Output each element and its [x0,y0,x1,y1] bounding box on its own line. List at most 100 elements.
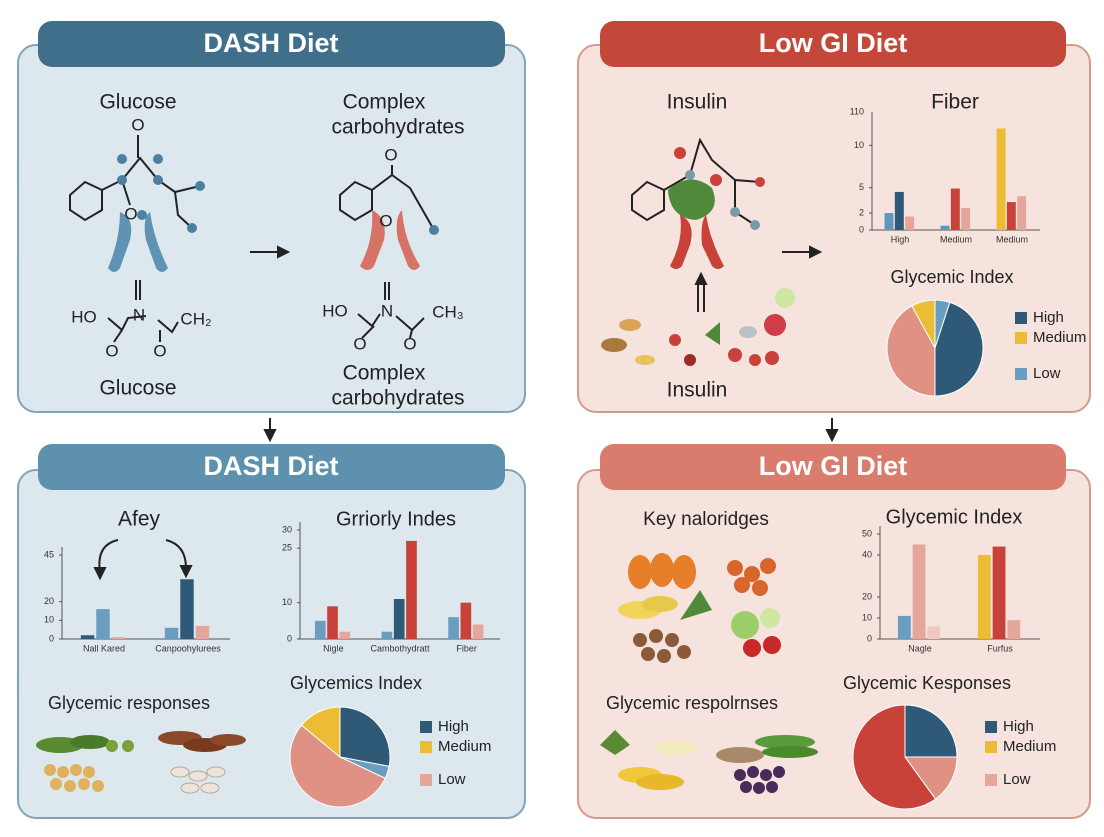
y-tick-label: 40 [862,549,872,559]
label: Complex [343,362,426,385]
legend-label: High [1033,309,1064,326]
pie-slice [911,299,936,349]
y-tick-label: 0 [867,633,872,643]
label: Glucose [99,91,176,114]
bar [905,216,915,230]
food-illustration [36,731,246,794]
bar [1006,202,1016,230]
y-tick-label: 10 [44,615,54,625]
legend-label: Medium [1033,329,1086,346]
x-tick-label: Nigle [323,643,344,653]
y-tick-label: 25 [282,543,292,553]
bar [961,208,971,230]
header [38,21,505,67]
bar [327,606,338,639]
bar [180,579,194,639]
legend-swatch [1015,332,1027,344]
legend-label: Low [1033,365,1061,382]
bar [1017,196,1027,230]
pie-slice [339,706,391,767]
bar [195,625,210,639]
bar [950,188,960,230]
bar [996,128,1006,230]
insulin-illustration [601,137,795,366]
chem-label: CH₃ [432,302,463,321]
x-tick-label: Nall Kared [83,643,125,653]
panel [17,44,526,413]
y-tick-label: 0 [49,633,54,643]
legend-swatch [1015,312,1027,324]
bar [897,615,911,639]
y-tick-label: 5 [859,182,864,192]
header-title: Low GI Diet [759,451,908,481]
bar [992,546,1006,639]
legend-swatch [420,741,432,753]
bar [977,555,991,639]
bar [393,599,405,639]
x-tick-label: Nagle [908,643,932,653]
chem-label: N [381,301,393,320]
chem-label: HO [322,301,348,320]
header [600,444,1066,490]
x-tick-label: Medium [940,234,972,244]
bar [912,544,926,639]
header-title: Low GI Diet [759,28,908,58]
label: Complex [343,91,426,114]
y-tick-label: 20 [44,596,54,606]
label: Glycemic respolrnses [606,693,778,713]
x-tick-label: Furfus [987,643,1013,653]
food-illustration [600,553,818,794]
chart-title: Glycemic Index [886,506,1023,528]
header [600,21,1066,67]
y-tick-label: 0 [287,633,292,643]
legend-label: Medium [1003,738,1056,755]
bar [381,631,393,639]
bar [96,609,110,639]
pie-slice [934,301,984,397]
pie-slice [300,706,341,759]
y-tick-label: 30 [282,524,292,534]
legend-swatch [1015,368,1027,380]
chem-label: O [153,341,166,360]
chart-title: Afey [118,508,161,531]
y-tick-label: 10 [282,597,292,607]
pie-slice [289,724,386,808]
chart-title: Glycemic Kesponses [843,673,1011,693]
pie-slice [852,704,937,810]
header-title: DASH Diet [203,451,338,481]
legend-label: High [438,718,469,735]
bar [940,225,950,230]
y-tick-label: 20 [862,591,872,601]
label: Glucose [99,377,176,400]
y-tick-label: 2 [859,207,864,217]
bar [927,626,941,639]
bar [111,637,126,639]
y-tick-label: 50 [862,528,872,538]
legend-label: Medium [438,738,491,755]
x-tick-label: Canpoohylurees [155,643,221,653]
legend-label: Low [1003,771,1031,788]
legend-swatch [985,774,997,786]
bar [1007,620,1021,639]
legend-swatch [985,741,997,753]
molecule [69,135,439,343]
header [38,444,505,490]
x-tick-label: Cambothydratt [370,643,430,653]
header-title: DASH Diet [203,28,338,58]
chem-label: O [379,211,392,230]
y-tick-label: 0 [859,224,864,234]
chem-label: O [403,334,416,353]
arrows [93,245,839,581]
bar [894,191,904,230]
chart-title: Glycemic Index [890,267,1013,287]
y-tick-label: 110 [850,106,864,116]
chem-label: O [124,204,137,223]
chart-title: Glycemics Index [290,673,422,693]
bar [406,540,417,639]
chem-label: N [133,305,145,324]
label: carbohydrates [331,116,464,139]
chem-label: O [353,334,366,353]
label: Glycemic responses [48,693,210,713]
